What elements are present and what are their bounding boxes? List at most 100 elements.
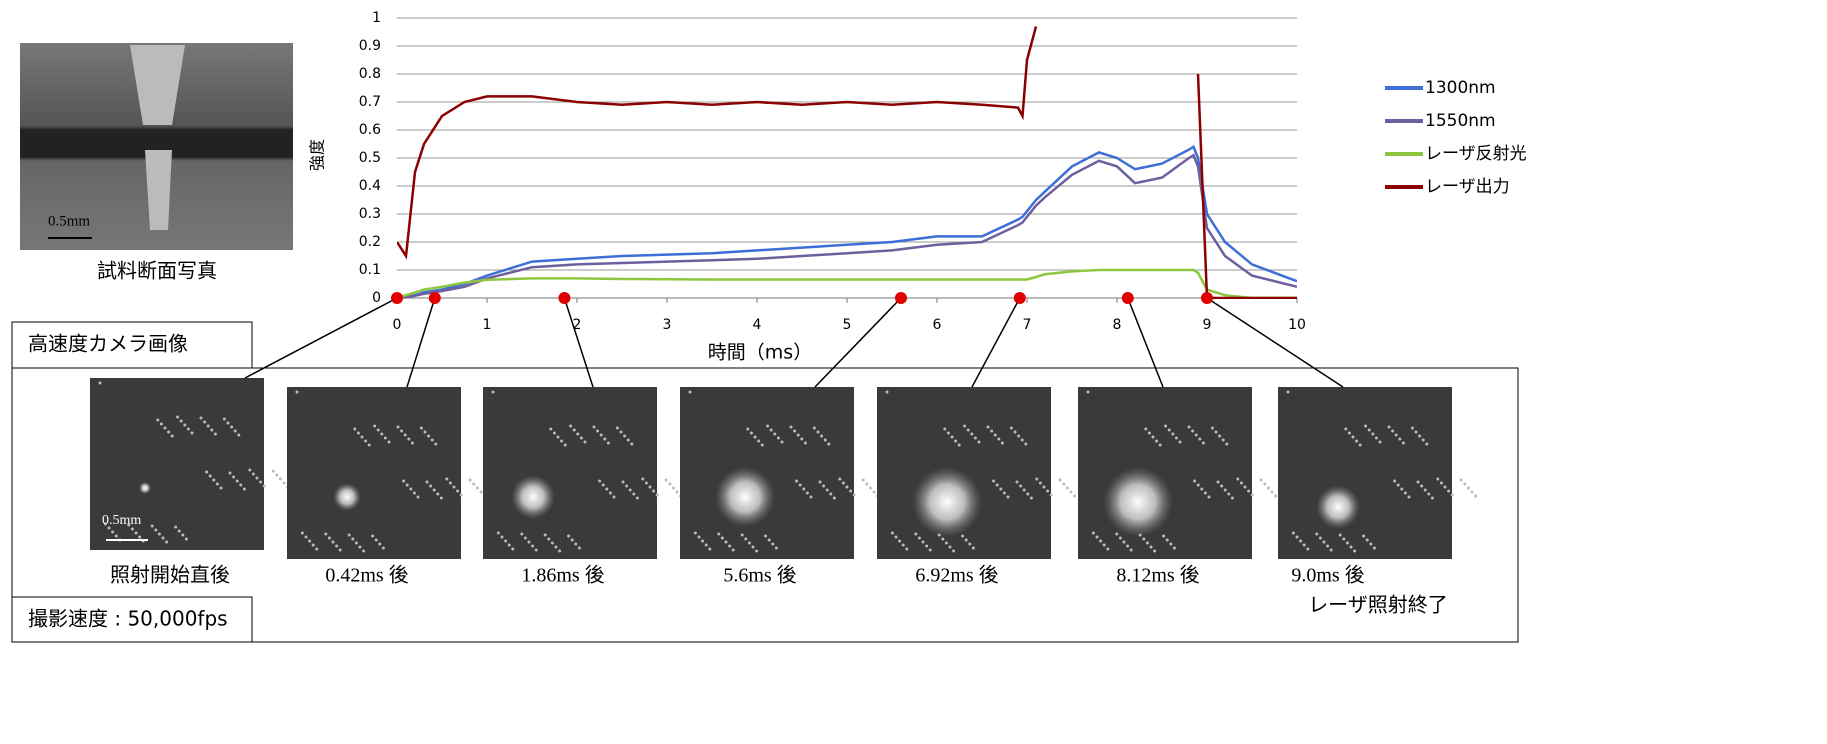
speckle	[693, 531, 697, 535]
speckle	[625, 484, 629, 488]
speckle	[423, 430, 427, 434]
speckle	[1155, 439, 1159, 443]
frame-caption: 5.6ms 後	[723, 564, 796, 587]
speckle	[675, 490, 679, 494]
frame-scale: 0.5mm	[102, 513, 141, 528]
speckle	[990, 429, 994, 433]
x-tick-label: 5	[843, 317, 852, 333]
speckle	[219, 486, 223, 490]
speckle	[769, 428, 773, 432]
speckle	[1167, 428, 1171, 432]
speckle	[1200, 487, 1204, 491]
speckle	[327, 536, 331, 540]
speckle	[452, 485, 456, 489]
speckle	[1144, 427, 1148, 431]
speckle	[615, 426, 619, 430]
speckle	[644, 481, 648, 485]
speckle	[708, 547, 712, 551]
speckle	[387, 440, 391, 444]
melt-glow	[1103, 467, 1173, 537]
speckle	[427, 434, 431, 438]
speckle	[1326, 544, 1330, 548]
speckle	[1172, 546, 1176, 550]
speckle	[749, 431, 753, 435]
speckle	[803, 441, 807, 445]
speckle	[793, 429, 797, 433]
speckle	[127, 523, 131, 527]
y-tick-label: 0.5	[359, 150, 381, 166]
speckle	[282, 481, 286, 485]
speckle	[1069, 490, 1073, 494]
speckle	[704, 543, 708, 547]
speckle	[1178, 440, 1182, 444]
speckle	[1236, 477, 1240, 481]
speckle	[894, 535, 898, 539]
time-marker	[558, 292, 571, 304]
speckle	[1099, 539, 1103, 543]
speckle	[259, 480, 263, 484]
speckle	[574, 542, 578, 546]
speckle	[905, 547, 909, 551]
speckle	[579, 436, 583, 440]
y-tick-label: 0.3	[359, 206, 381, 222]
melt-glow	[715, 467, 775, 527]
speckle	[1225, 442, 1229, 446]
speckle	[1266, 486, 1270, 490]
speckle	[1423, 488, 1427, 492]
speckle	[1142, 537, 1146, 541]
speckle	[448, 481, 452, 485]
speckle	[963, 424, 967, 428]
speckle	[757, 439, 761, 443]
series-line	[397, 268, 1297, 299]
speckle	[409, 487, 413, 491]
speckle	[961, 534, 965, 538]
speckle	[150, 524, 154, 528]
speckle	[731, 548, 735, 552]
speckle	[373, 424, 377, 428]
speckle	[374, 538, 378, 542]
y-tick-label: 0	[372, 290, 381, 306]
speckle	[1420, 484, 1424, 488]
speckle	[403, 433, 407, 437]
speckle	[176, 415, 180, 419]
speckle	[98, 381, 102, 385]
speed-box	[11, 596, 253, 643]
speckle	[849, 489, 853, 493]
speckle	[1024, 442, 1028, 446]
speckle	[1353, 549, 1357, 553]
speckle	[1115, 532, 1119, 536]
speckle	[852, 493, 856, 497]
x-tick-label: 3	[663, 317, 672, 333]
speckle	[805, 491, 809, 495]
speckle	[161, 536, 165, 540]
y-tick-label: 0.7	[359, 94, 381, 110]
speckle	[1122, 540, 1126, 544]
speckle	[1006, 495, 1010, 499]
speckle	[606, 441, 610, 445]
speckle	[432, 488, 436, 492]
speckle	[222, 417, 226, 421]
speckle	[407, 437, 411, 441]
frame-caption: 0.42ms 後	[325, 564, 408, 587]
connector	[814, 297, 902, 388]
speckle	[970, 432, 974, 436]
speckle	[500, 535, 504, 539]
speckle	[1371, 432, 1375, 436]
speckle	[425, 480, 429, 484]
speckle	[1102, 543, 1106, 547]
speckle	[1342, 537, 1346, 541]
speckle	[1270, 490, 1274, 494]
speckle	[213, 432, 217, 436]
speckle	[1295, 535, 1299, 539]
speckle	[728, 544, 732, 548]
speckle	[818, 480, 822, 484]
speckle	[1151, 435, 1155, 439]
speckle	[861, 478, 865, 482]
frame-caption: 照射開始直後	[110, 564, 230, 587]
speckle	[776, 436, 780, 440]
speckle	[825, 488, 829, 492]
speckle	[130, 527, 134, 531]
camera-frame	[1278, 387, 1452, 559]
camera-frame	[90, 378, 264, 550]
